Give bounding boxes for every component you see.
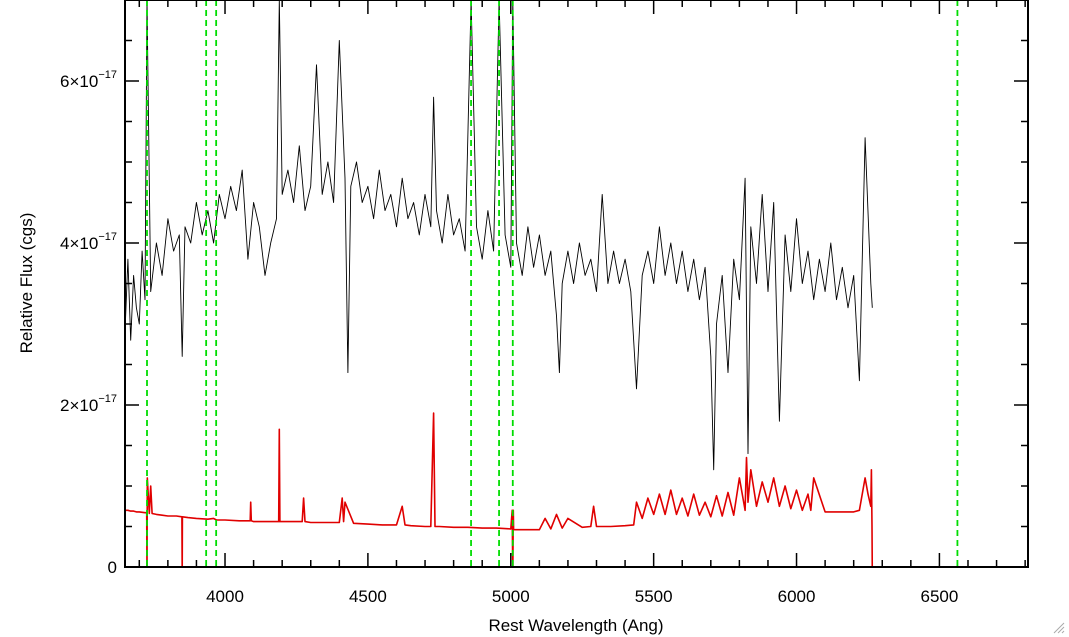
tick-layer (125, 0, 1028, 568)
line-marker-layer (146, 0, 959, 567)
y-tick-label: 0 (108, 558, 117, 577)
y-tick-label: 2×10−17 (60, 393, 117, 415)
plot-frame (124, 0, 1029, 568)
tick-label-layer: 4000 4500 5000 5500 6000 6500 0 2×10−17 4×10−17 6… (60, 69, 958, 606)
x-tick-label: 5000 (492, 587, 530, 606)
series-line-error (125, 412, 874, 567)
plot-area (125, 0, 959, 567)
x-axis-title: Rest Wavelength (Ang) (488, 616, 663, 635)
y-tick-label: 4×10−17 (60, 231, 117, 253)
y-tick-label: 6×10−17 (60, 69, 117, 91)
x-tick-label: 6500 (921, 587, 959, 606)
x-tick-label: 6000 (778, 587, 816, 606)
resize-grip-icon[interactable] (1053, 622, 1065, 634)
x-tick-label: 4500 (349, 587, 387, 606)
x-tick-label: 5500 (635, 587, 673, 606)
series-layer (125, 0, 874, 567)
y-axis-title: Relative Flux (cgs) (17, 213, 36, 354)
series-line-flux (125, 0, 873, 471)
x-tick-label: 4000 (206, 587, 244, 606)
